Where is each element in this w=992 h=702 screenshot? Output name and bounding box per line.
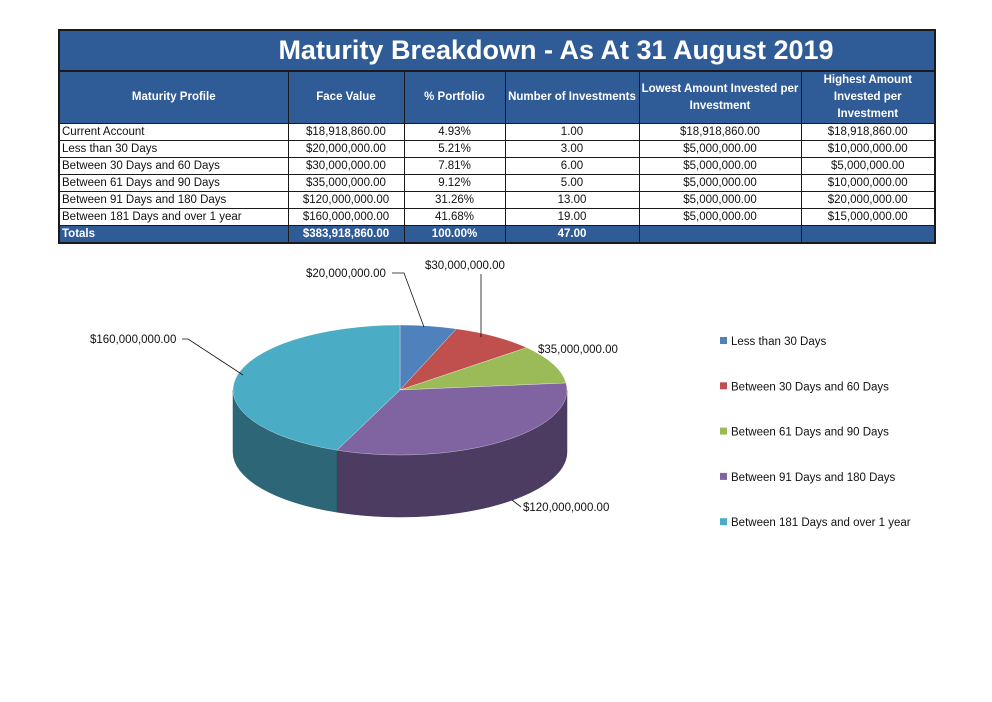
table-cell: $383,918,860.00	[287, 225, 405, 244]
table-cell: $35,000,000.00	[287, 174, 405, 192]
table-cell: 1.00	[504, 123, 640, 141]
table-cell: $120,000,000.00	[287, 191, 405, 209]
table-cell: $30,000,000.00	[287, 157, 405, 175]
table-cell: $5,000,000.00	[800, 157, 936, 175]
table-cell: $18,918,860.00	[638, 123, 802, 141]
table-cell: $10,000,000.00	[800, 140, 936, 158]
header-row: Maturity Profile Face Value% Portfolio Num…	[58, 70, 936, 124]
column-header: Number of Investments	[504, 70, 640, 124]
data-label: $30,000,000.00	[425, 260, 505, 272]
table-cell: $5,000,000.00	[638, 140, 802, 158]
leader-line	[392, 272, 425, 328]
pie-slice	[399, 328, 528, 391]
table-row: Between 181 Days and over 1 year $160,000…	[58, 208, 936, 226]
table-cell: $5,000,000.00	[638, 174, 802, 192]
legend-swatch	[720, 427, 727, 435]
pie-slice	[399, 347, 567, 391]
legend-item: Between 181 Days and over 1 year	[731, 517, 911, 529]
table-cell: 7.81%	[403, 157, 506, 175]
table-cell: $160,000,000.00	[287, 208, 405, 226]
column-header: Lowest Amount Invested per Investment	[638, 70, 802, 124]
leader-line	[182, 338, 244, 376]
table-cell: $5,000,000.00	[638, 208, 802, 226]
table-cell: $5,000,000.00	[638, 191, 802, 209]
table-row: Less than 30 Days $20,000,000.00 5.21% 3.00…	[58, 140, 936, 158]
table-cell	[638, 225, 802, 244]
table-cell: Between 61 Days and 90 Days	[58, 174, 289, 192]
table-cell: $18,918,860.00	[800, 123, 936, 141]
pie-slice	[232, 324, 401, 451]
data-label: $20,000,000.00	[306, 268, 386, 280]
table-cell: 100.00%	[403, 225, 506, 244]
table-cell	[800, 225, 936, 244]
table-cell: 5.00	[504, 174, 640, 192]
column-header: % Portfolio	[403, 70, 506, 124]
table-cell: 19.00	[504, 208, 640, 226]
table-cell: $5,000,000.00	[638, 157, 802, 175]
pie-chart: $20,000,000.00 $30,000,000.00 $35,000,000.…	[90, 260, 911, 529]
table-row: Between 91 Days and 180 Days $120,000,000…	[58, 191, 936, 209]
table-row: Between 61 Days and 90 Days $35,000,000.0…	[58, 174, 936, 192]
column-header: Maturity Profile	[58, 70, 289, 124]
table-cell: Totals	[58, 225, 289, 244]
legend-item: Between 61 Days and 90 Days	[731, 427, 889, 439]
table-cell: $18,918,860.00	[287, 123, 405, 141]
table-cell: 9.12%	[403, 174, 506, 192]
maturity-table: Maturity Breakdown - As At 31 August 201…	[58, 29, 936, 244]
legend-swatch	[720, 518, 727, 526]
legend-item: Less than 30 Days	[731, 336, 827, 348]
legend-swatch	[720, 337, 727, 344]
legend-item: Between 30 Days and 60 Days	[731, 381, 889, 393]
table-cell: 5.21%	[403, 140, 506, 158]
pie-slice	[336, 382, 568, 456]
table-cell: 3.00	[504, 140, 640, 158]
table-cell: 41.68%	[403, 208, 506, 226]
legend-swatch	[720, 382, 727, 390]
table-row: Between 30 Days and 60 Days $30,000,000.0…	[58, 157, 936, 175]
table-cell: $20,000,000.00	[287, 140, 405, 158]
data-label: $160,000,000.00	[90, 334, 176, 346]
legend-item: Between 91 Days and 180 Days	[731, 472, 896, 484]
table-cell: 13.00	[504, 191, 640, 209]
data-label: $120,000,000.00	[523, 502, 609, 514]
totals-row: Totals $383,918,860.00 100.00% 47.00	[58, 225, 936, 244]
table-cell: $20,000,000.00	[800, 191, 936, 209]
table-cell: Current Account	[58, 123, 289, 141]
leader-line	[511, 499, 522, 508]
table-cell: 47.00	[504, 225, 640, 244]
table-cell: $10,000,000.00	[800, 174, 936, 192]
table-cell: $15,000,000.00	[800, 208, 936, 226]
table-cell: 6.00	[504, 157, 640, 175]
table-title: Maturity Breakdown - As At 31 August 201…	[58, 29, 936, 72]
column-header: Face Value	[287, 70, 405, 124]
table-cell: Less than 30 Days	[58, 140, 289, 158]
table-row: Current Account $18,918,860.00 4.93% 1.00 $1…	[58, 123, 936, 141]
table-cell: Between 91 Days and 180 Days	[58, 191, 289, 209]
table-cell: 4.93%	[403, 123, 506, 141]
column-header: Highest Amount Invested per Investment	[800, 70, 936, 124]
table-cell: Between 181 Days and over 1 year	[58, 208, 289, 226]
table-cell: 31.26%	[403, 191, 506, 209]
legend-swatch	[720, 472, 727, 480]
table-cell: Between 30 Days and 60 Days	[58, 157, 289, 175]
data-label: $35,000,000.00	[538, 344, 618, 356]
